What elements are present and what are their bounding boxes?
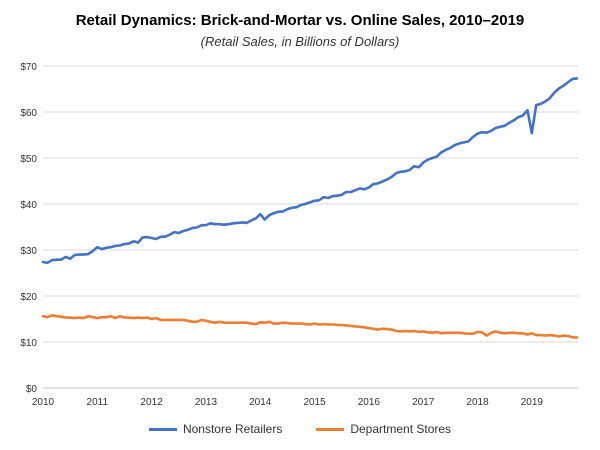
chart-title: Retail Dynamics: Brick-and-Mortar vs. On… <box>75 12 525 29</box>
y-tick-label: $0 <box>26 384 38 395</box>
series-line-nonstore <box>41 77 579 265</box>
series-lines <box>41 77 579 339</box>
x-tick-label: 2015 <box>303 397 326 408</box>
x-tick-label: 2019 <box>521 397 544 408</box>
x-tick-label: 2014 <box>249 397 272 408</box>
y-tick-label: $70 <box>20 62 37 73</box>
y-tick-label: $20 <box>20 292 37 303</box>
legend-label-department: Department Stores <box>350 422 452 436</box>
chart-subtitle: (Retail Sales, in Billions of Dollars) <box>200 34 400 49</box>
x-tick-label: 2016 <box>358 397 381 408</box>
y-tick-label: $50 <box>20 154 37 165</box>
legend-label-nonstore: Nonstore Retailers <box>182 422 283 436</box>
x-tick-label: 2010 <box>32 397 55 408</box>
x-tick-label: 2018 <box>466 397 489 408</box>
gridlines <box>43 65 578 389</box>
x-axis-tick-labels: 2010 2011 2012 2013 2014 2015 2016 2017 2018 2019 <box>32 397 544 408</box>
legend-item-nonstore: Nonstore Retailers <box>148 422 283 436</box>
legend-item-department: Department Stores <box>316 422 451 436</box>
y-tick-label: $10 <box>20 338 37 349</box>
legend-swatch-department <box>316 427 345 431</box>
x-tick-label: 2017 <box>412 397 435 408</box>
y-tick-label: $60 <box>20 108 37 119</box>
y-axis-tick-labels: $0 $10 $20 $30 $40 $50 $60 $70 <box>20 62 37 395</box>
y-tick-label: $30 <box>20 246 37 257</box>
series-line-department <box>41 313 579 339</box>
x-tick-label: 2012 <box>141 397 164 408</box>
x-tick-label: 2013 <box>195 397 218 408</box>
legend-swatch-nonstore <box>148 427 177 431</box>
y-tick-label: $40 <box>20 200 37 211</box>
x-tick-label: 2011 <box>87 397 109 408</box>
legend: Nonstore Retailers Department Stores <box>0 422 600 436</box>
